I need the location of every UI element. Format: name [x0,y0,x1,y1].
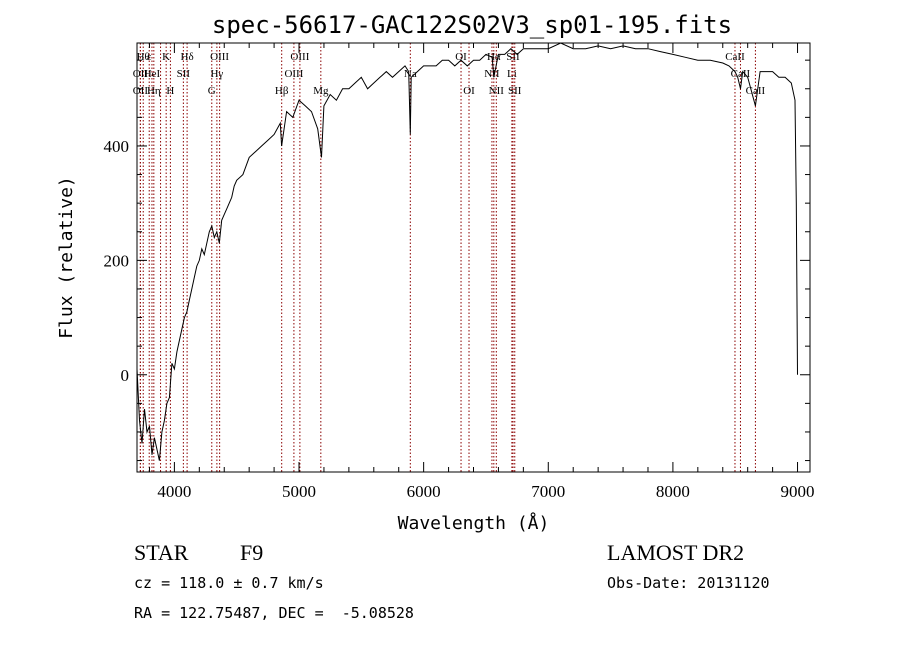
line-label-5: Hη [147,85,161,97]
x-tick-label: 6000 [407,482,441,501]
x-axis-label: Wavelength (Å) [398,512,550,534]
radec-text: RA = 122.75487, DEC = -5.08528 [134,604,414,622]
line-label-28: CaII [731,68,751,80]
redshift-text: cz = 118.0 ± 0.7 km/s [134,574,324,592]
chart-title: spec-56617-GAC122S02V3_sp01-195.fits [212,11,732,39]
line-label-10: Hδ [181,51,194,63]
line-label-17: Mg [313,85,329,97]
line-label-15: OIII [284,68,303,80]
line-label-12: Hγ [210,68,223,80]
obs-date-text: Obs-Date: 20131120 [607,574,770,592]
line-label-23: NII [489,85,505,97]
x-tick-label: 8000 [656,482,690,501]
line-label-24: Li [507,68,517,80]
spectral-line-markers: HθOIIOIIεHeIHηKHSIIHδGHγOIIIHβOIIIOIIIMg… [133,43,766,472]
x-tick-label: 4000 [157,482,191,501]
y-axis-label: Flux (relative) [56,176,77,339]
line-label-7: K [162,51,170,63]
line-label-8: H [166,85,174,97]
line-label-18: Na [404,68,417,80]
axis-ticks: 4000 5000 6000 7000 8000 9000 0 200 400 [104,43,815,501]
line-label-14: Hβ [275,85,289,97]
line-label-22: Hα [487,51,501,63]
line-label-26: SII [508,85,522,97]
line-label-3: ε [147,51,152,63]
object-class: STAR [134,540,189,565]
line-label-29: CaII [746,85,766,97]
line-label-16: OIII [290,51,309,63]
spectrum-line [136,42,798,461]
object-subclass: F9 [240,540,264,565]
line-label-13: OIII [210,51,229,63]
x-tick-label: 9000 [781,482,815,501]
plot-frame [136,42,811,473]
line-label-4: HeI [144,68,161,80]
line-label-21: NII [484,68,500,80]
y-tick-label: 400 [104,137,130,156]
line-label-11: G [208,85,216,97]
x-tick-label: 5000 [282,482,316,501]
y-tick-label: 200 [104,251,130,270]
line-label-25: SII [506,51,520,63]
y-tick-label: 0 [121,366,130,385]
line-label-9: SII [177,68,191,80]
line-label-20: OI [463,85,475,97]
survey-name: LAMOST DR2 [607,540,745,565]
x-tick-label: 7000 [531,482,565,501]
line-label-27: CaII [725,51,745,63]
line-label-19: OI [455,51,467,63]
